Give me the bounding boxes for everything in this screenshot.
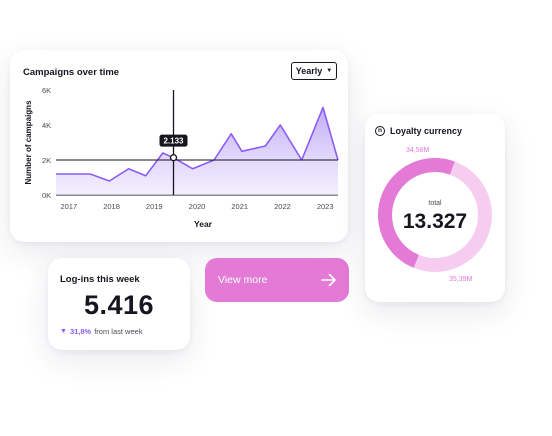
tooltip-value: 2.133 — [163, 137, 184, 146]
x-tick-label: 2017 — [60, 202, 77, 211]
donut-total-label: total — [428, 200, 442, 207]
logins-title: Log-ins this week — [60, 274, 140, 285]
y-tick-label: 2K — [42, 156, 51, 165]
period-dropdown-value: Yearly — [295, 66, 323, 76]
coin-n-icon: n — [375, 126, 385, 136]
logins-card: Log-ins this week 5.416 ▼ 31,8% from las… — [48, 258, 190, 350]
y-tick-label: 4K — [42, 121, 51, 130]
logins-change-pct: 31,8% — [69, 327, 92, 336]
loyalty-card: n Loyalty currency 34,58M 35,39M total 1… — [365, 114, 505, 302]
view-more-label: View more — [218, 274, 268, 286]
donut-segment-2-label: 35,39M — [449, 276, 473, 283]
y-tick-label: 0K — [42, 191, 51, 200]
logins-value: 5.416 — [83, 290, 155, 320]
x-tick-label: 2021 — [231, 202, 248, 211]
logins-change: ▼ 31,8% from last week — [60, 327, 143, 336]
x-axis-title: Year — [194, 219, 213, 229]
x-tick-label: 2018 — [103, 202, 120, 211]
caret-down-icon: ▼ — [326, 68, 333, 74]
triangle-down-icon: ▼ — [60, 328, 67, 335]
loyalty-title: Loyalty currency — [390, 126, 463, 136]
x-tick-label: 2019 — [146, 202, 163, 211]
x-tick-label: 2022 — [274, 202, 291, 211]
view-more-button[interactable]: View more — [205, 258, 349, 302]
logins-change-text: from last week — [94, 327, 143, 336]
chart-area-fill — [56, 107, 338, 195]
x-tick-label: 2023 — [317, 202, 334, 211]
tooltip-box — [159, 134, 188, 147]
campaigns-title: Campaigns over time — [23, 67, 120, 78]
arrow-right-icon — [321, 273, 336, 287]
loyalty-header: n Loyalty currency — [375, 126, 462, 136]
donut-segment-1-label: 34,58M — [406, 147, 430, 154]
crosshair-point — [169, 154, 178, 162]
chart-series-line — [56, 106, 339, 182]
loyalty-donut-chart — [378, 158, 492, 272]
x-tick-label: 2020 — [189, 202, 206, 211]
y-axis-title: Number of campaigns — [24, 100, 33, 185]
donut-total-value: 13.327 — [402, 210, 468, 233]
y-tick-label: 6K — [42, 86, 51, 95]
campaigns-chart-card: 2.133 2017 2018 2019 2020 2021 2022 2023 0K 2K 4K… — [10, 50, 348, 242]
campaigns-chart: 2.133 2017 2018 2019 2020 2021 2022 2023 0K 2K 4K… — [24, 86, 339, 229]
period-dropdown[interactable]: Yearly ▼ — [291, 62, 337, 80]
